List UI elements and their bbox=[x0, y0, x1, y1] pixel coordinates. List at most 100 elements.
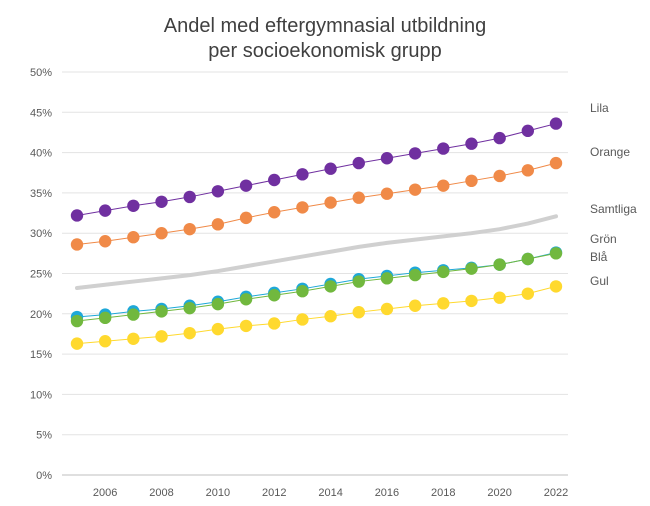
y-tick-label: 50% bbox=[30, 67, 52, 79]
x-tick-label: 2008 bbox=[149, 487, 173, 499]
data-point bbox=[324, 196, 337, 209]
series-blå bbox=[70, 246, 563, 324]
data-point bbox=[408, 268, 422, 282]
data-point bbox=[437, 142, 450, 155]
series-gul bbox=[70, 280, 563, 350]
data-point bbox=[183, 222, 196, 236]
data-point bbox=[493, 258, 506, 271]
data-point bbox=[98, 335, 112, 348]
data-point bbox=[521, 164, 535, 177]
x-tick-label: 2012 bbox=[262, 487, 286, 499]
series-label: Samtliga bbox=[590, 202, 637, 216]
data-point bbox=[296, 313, 309, 326]
series-label: Gul bbox=[590, 274, 609, 288]
series-lila bbox=[70, 117, 563, 222]
chart-title-line-1: Andel med eftergymnasial utbildning bbox=[164, 15, 486, 37]
x-tick-label: 2018 bbox=[431, 487, 455, 499]
data-point bbox=[493, 291, 506, 304]
data-point bbox=[98, 311, 112, 325]
series-grön bbox=[70, 247, 563, 328]
data-point bbox=[493, 169, 506, 183]
data-point bbox=[70, 314, 84, 328]
data-point bbox=[465, 262, 478, 275]
data-point bbox=[549, 280, 563, 293]
data-point bbox=[521, 252, 535, 266]
data-point bbox=[352, 305, 365, 319]
y-tick-label: 5% bbox=[36, 430, 52, 442]
data-point bbox=[296, 168, 309, 181]
data-point bbox=[465, 294, 478, 308]
data-point bbox=[465, 137, 478, 150]
data-point bbox=[127, 199, 140, 212]
data-point bbox=[268, 173, 281, 187]
data-point bbox=[211, 218, 225, 231]
data-point bbox=[239, 211, 253, 225]
x-tick-label: 2010 bbox=[206, 487, 230, 499]
series-layer bbox=[70, 117, 563, 350]
data-point bbox=[183, 190, 196, 204]
x-tick-label: 2022 bbox=[544, 487, 568, 499]
data-point bbox=[296, 201, 309, 214]
series-orange bbox=[70, 156, 563, 251]
series-line bbox=[76, 252, 557, 322]
series-samtliga bbox=[75, 214, 558, 291]
chart-title-line-2: per socioekonomisk grupp bbox=[208, 40, 441, 62]
data-point bbox=[352, 156, 365, 170]
data-point bbox=[549, 117, 563, 130]
data-point bbox=[127, 332, 140, 345]
data-point bbox=[239, 293, 253, 306]
data-point bbox=[155, 227, 168, 240]
data-point bbox=[521, 287, 535, 300]
data-point bbox=[211, 297, 225, 311]
series-label: Lila bbox=[590, 101, 609, 115]
data-point bbox=[296, 285, 309, 298]
x-tick-label: 2014 bbox=[318, 487, 342, 499]
series-line bbox=[76, 123, 557, 216]
data-point bbox=[437, 179, 450, 192]
data-point bbox=[127, 308, 140, 321]
data-point bbox=[70, 209, 84, 222]
data-point bbox=[380, 302, 394, 316]
y-tick-label: 10% bbox=[30, 389, 52, 401]
data-point bbox=[239, 179, 253, 192]
data-point bbox=[155, 195, 168, 208]
x-tick-label: 2020 bbox=[487, 487, 511, 499]
y-tick-label: 40% bbox=[30, 148, 52, 160]
data-point bbox=[521, 124, 535, 138]
data-point bbox=[324, 310, 337, 323]
data-point bbox=[380, 272, 394, 285]
data-point bbox=[408, 147, 422, 160]
data-point bbox=[408, 183, 422, 196]
data-point bbox=[549, 247, 563, 260]
data-point bbox=[324, 280, 337, 293]
data-point bbox=[437, 265, 450, 279]
data-point bbox=[380, 187, 394, 200]
data-point bbox=[70, 238, 84, 251]
y-tick-label: 45% bbox=[30, 107, 52, 119]
series-label: Orange bbox=[590, 145, 630, 159]
data-point bbox=[268, 289, 281, 302]
data-point bbox=[183, 301, 196, 315]
data-point bbox=[268, 317, 281, 330]
series-label: Grön bbox=[590, 232, 617, 246]
series-label: Blå bbox=[590, 250, 608, 264]
data-point bbox=[70, 337, 84, 350]
data-point bbox=[549, 156, 563, 170]
data-point bbox=[380, 152, 394, 165]
data-point bbox=[408, 299, 422, 312]
data-point bbox=[352, 275, 365, 288]
series-line bbox=[75, 214, 558, 291]
data-point bbox=[98, 235, 112, 248]
data-point bbox=[155, 330, 168, 343]
data-point bbox=[127, 231, 140, 244]
data-point bbox=[211, 322, 225, 336]
data-point bbox=[183, 326, 196, 340]
data-point bbox=[324, 162, 337, 175]
data-point bbox=[211, 185, 225, 198]
data-point bbox=[268, 206, 281, 219]
x-tick-label: 2006 bbox=[93, 487, 117, 499]
y-tick-label: 25% bbox=[30, 269, 52, 281]
data-point bbox=[98, 204, 112, 217]
data-point bbox=[437, 297, 450, 310]
